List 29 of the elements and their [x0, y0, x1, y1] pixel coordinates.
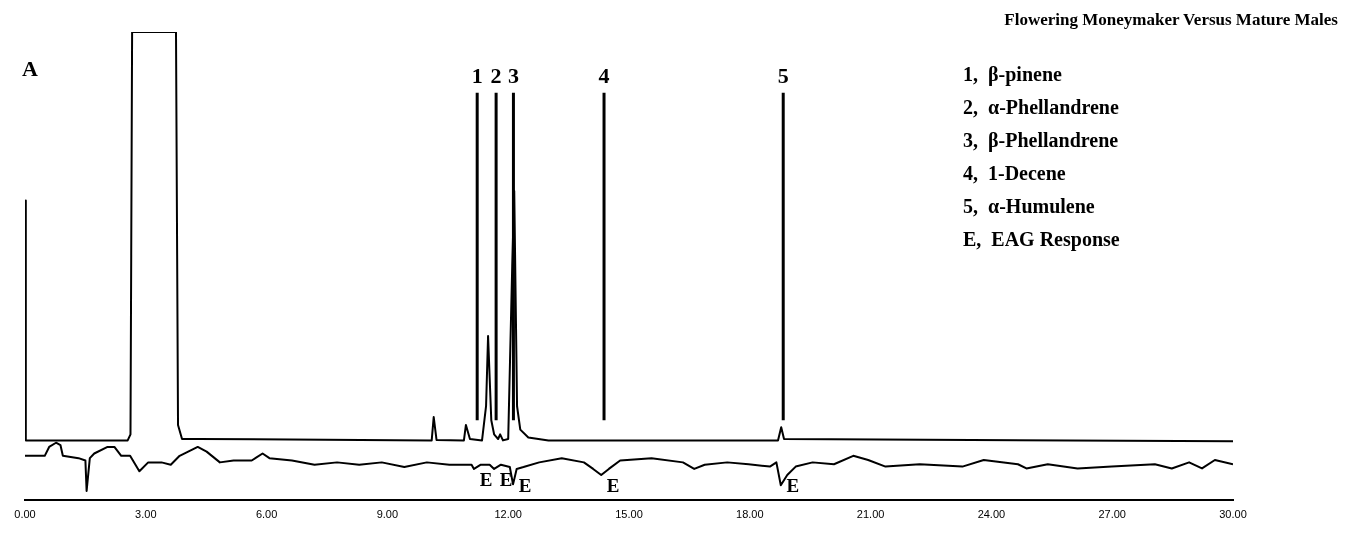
annotation: E [518, 475, 532, 497]
annotation: 2, α-Phellandrene [963, 95, 1120, 120]
annotation: 3, β-Phellandrene [963, 128, 1120, 154]
annotation: 2 [490, 62, 502, 88]
x-tick-label: 3.00 [135, 508, 157, 521]
x-tick-label: 15.00 [615, 508, 643, 521]
x-tick-label: 21.00 [856, 508, 885, 521]
annotation: 5 [777, 62, 789, 88]
annotation: E [479, 469, 493, 491]
annotation: 4 [598, 62, 610, 88]
annotation: 3 [507, 62, 519, 88]
annotation: E [499, 469, 513, 491]
x-tick-label: 27.00 [1098, 508, 1126, 521]
annotation: E [786, 475, 800, 497]
annotation: 4, 1-Decene [963, 161, 1067, 186]
x-tick-label: 30.00 [1219, 508, 1247, 521]
x-tick-label: 0.00 [14, 508, 36, 521]
x-tick-label: 12.00 [494, 508, 522, 521]
annotation: A [22, 56, 38, 82]
x-tick-label: 6.00 [255, 508, 278, 521]
annotation: 5, α-Humulene [963, 194, 1096, 219]
annotation: E [606, 475, 620, 497]
chart-title: Flowering Moneymaker Versus Mature Males [1004, 10, 1338, 30]
x-tick-label: 18.00 [736, 508, 764, 521]
annotation: E, EAG Response [963, 227, 1120, 253]
x-tick-label: 9.00 [376, 508, 399, 521]
x-tick-label: 24.00 [977, 508, 1006, 521]
annotation: 1 [471, 62, 483, 88]
annotation: 1, β-pinene [963, 62, 1063, 88]
